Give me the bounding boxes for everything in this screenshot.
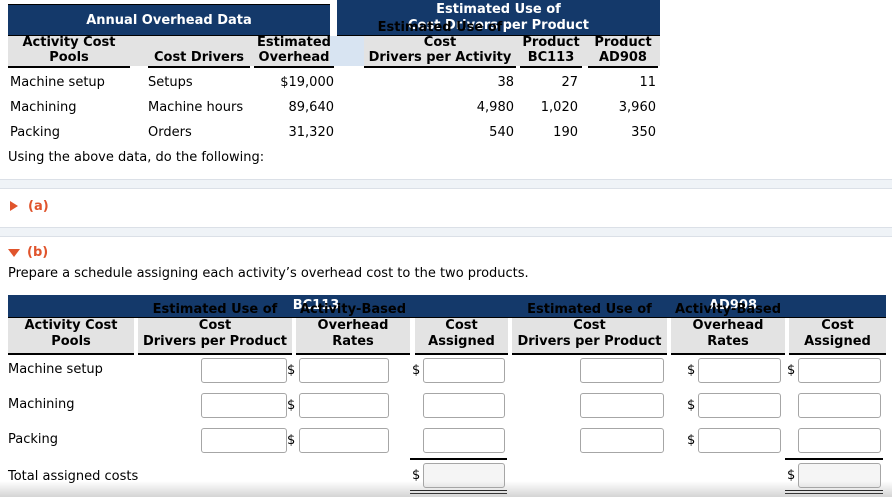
table-row: Packing Orders 31,320 540 190 350 [8,120,660,145]
cell-overhead: 89,640 [288,100,335,115]
collapse-section-b-icon[interactable] [8,249,20,257]
cell-driver: Orders [148,125,192,140]
group-header-ad908: AD908 [709,298,757,313]
total-double-rule [785,490,883,494]
table-row-machine-setup: Machine setup $ $ $ $ [8,358,886,388]
col-header-ad908-cost: Cost Assigned [789,318,886,355]
col-header-bc113-drivers: Estimated Use of Cost Drivers per Produc… [138,302,292,355]
currency-symbol: $ [412,468,421,483]
col-header-ad908-drivers: Estimated Use of Cost Drivers per Produc… [512,302,667,355]
input-ad908-setup-drivers[interactable] [580,358,664,383]
cell-ad908: 350 [631,125,656,140]
input-ad908-packing-drivers[interactable] [580,428,664,453]
currency-symbol: $ [687,363,696,378]
section-b-prompt: Prepare a schedule assigning each activi… [8,266,529,281]
cost-assignment-table: BC113 AD908 Activity Cost Pools Estimate… [8,295,886,494]
input-bc113-machining-rate[interactable] [299,393,389,418]
currency-symbol: $ [787,468,796,483]
cell-driver: Machine hours [148,100,244,115]
table-row: Machining Machine hours 89,640 4,980 1,0… [8,95,660,120]
total-rule [410,458,507,460]
section-b-label[interactable]: (b) [27,245,49,260]
cell-use-activity: 38 [497,75,514,90]
col-header-product-ad908: Product AD908 [588,35,658,68]
product-group-bar [8,295,886,318]
cell-bc113: 27 [561,75,578,90]
table-row-machining: Machining $ $ [8,393,886,423]
input-bc113-setup-drivers[interactable] [201,358,287,383]
input-ad908-setup-cost[interactable] [798,358,881,383]
table-title-annual-overhead: Annual Overhead Data [8,4,330,36]
table-row-packing: Packing $ $ [8,428,886,458]
cell-ad908: 3,960 [618,100,656,115]
row-label: Machine setup [8,362,103,377]
cell-pool: Machine setup [10,75,105,90]
input-bc113-packing-rate[interactable] [299,428,389,453]
input-bc113-setup-cost[interactable] [423,358,505,383]
input-ad908-setup-rate[interactable] [698,358,781,383]
subheader-band-right [364,36,660,66]
cell-overhead: 31,320 [288,125,335,140]
input-ad908-machining-drivers[interactable] [580,393,664,418]
row-label: Machining [8,397,75,412]
input-bc113-setup-rate[interactable] [299,358,389,383]
cell-pool: Packing [10,125,61,140]
input-ad908-total-cost[interactable] [798,463,881,488]
currency-symbol: $ [687,398,696,413]
cell-use-activity: 4,980 [476,100,514,115]
currency-symbol: $ [412,363,421,378]
col-header-bc113-cost: Cost Assigned [415,318,508,355]
col-header-ad908-rates: Activity-Based Overhead Rates [671,302,785,355]
total-label: Total assigned costs [8,469,139,484]
group-header-bc113: BC113 [292,298,340,313]
table-row-total: Total assigned costs $ $ [8,458,886,494]
input-ad908-packing-rate[interactable] [698,428,781,453]
input-bc113-packing-drivers[interactable] [201,428,287,453]
input-bc113-total-cost[interactable] [423,463,505,488]
input-bc113-machining-drivers[interactable] [201,393,287,418]
currency-symbol: $ [287,363,296,378]
cell-use-activity: 540 [489,125,514,140]
currency-symbol: $ [287,398,296,413]
currency-symbol: $ [687,433,696,448]
section-divider [0,179,892,189]
col-header-drivers-per-activity: Estimated Use of Cost Drivers per Activi… [364,20,516,68]
total-double-rule [410,490,507,494]
input-bc113-machining-cost[interactable] [423,393,505,418]
cell-driver: Setups [148,75,193,90]
input-ad908-machining-rate[interactable] [698,393,781,418]
expand-section-a-icon[interactable] [10,201,18,211]
subheader-gap [330,36,364,66]
cell-overhead: $19,000 [280,75,334,90]
cell-bc113: 1,020 [540,100,578,115]
col-header-activity-cost-pools: Activity Cost Pools [8,35,130,68]
currency-symbol: $ [287,433,296,448]
row-label: Packing [8,432,59,447]
instructions-text: Using the above data, do the following: [8,150,265,165]
input-bc113-packing-cost[interactable] [423,428,505,453]
col-header-product-bc113: Product BC113 [520,35,582,68]
section-a-label[interactable]: (a) [28,199,49,214]
table-title-estimated-use: Estimated Use of Cost Drivers per Produc… [337,0,660,36]
col-header-estimated-overhead: Estimated Overhead [254,35,334,68]
subheader-band-left [8,36,330,66]
cell-bc113: 190 [553,125,578,140]
section-divider [0,227,892,237]
col-header-cost-drivers: Cost Drivers [148,36,250,68]
cell-ad908: 11 [639,75,656,90]
input-ad908-machining-cost[interactable] [798,393,881,418]
input-ad908-packing-cost[interactable] [798,428,881,453]
col-header-bc113-rates: Activity-Based Overhead Rates [296,302,410,355]
table-row: Machine setup Setups $19,000 38 27 11 [8,70,660,95]
total-rule [785,458,883,460]
currency-symbol: $ [787,363,796,378]
cell-pool: Machining [10,100,77,115]
col-header-activity-cost-pools: Activity Cost Pools [8,318,134,355]
